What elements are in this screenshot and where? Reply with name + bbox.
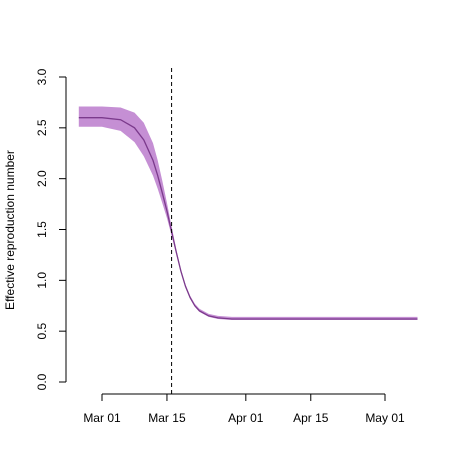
y-tick-label: 3.0 bbox=[35, 68, 49, 85]
x-tick-label: Mar 01 bbox=[83, 411, 121, 425]
y-axis-title: Effective reproduction number bbox=[3, 150, 17, 310]
series-line bbox=[78, 117, 418, 320]
y-tick-label: 1.0 bbox=[35, 272, 49, 289]
y-tick-label: 1.5 bbox=[35, 221, 49, 238]
plot-area bbox=[78, 68, 418, 394]
y-tick-label: 2.0 bbox=[35, 170, 49, 187]
y-tick-label: 0.5 bbox=[35, 323, 49, 340]
credible-band bbox=[78, 106, 418, 320]
x-tick-label: Apr 01 bbox=[228, 411, 264, 425]
x-tick-label: Apr 15 bbox=[293, 411, 329, 425]
x-tick-label: May 01 bbox=[365, 411, 405, 425]
y-tick-label: 2.5 bbox=[35, 119, 49, 136]
y-tick-label: 0.0 bbox=[35, 373, 49, 390]
axes: Mar 01 Mar 15 Apr 01 Apr 15 May 01 0.0 0.5 1.0 1… bbox=[35, 68, 405, 425]
x-tick-label: Mar 15 bbox=[148, 411, 186, 425]
